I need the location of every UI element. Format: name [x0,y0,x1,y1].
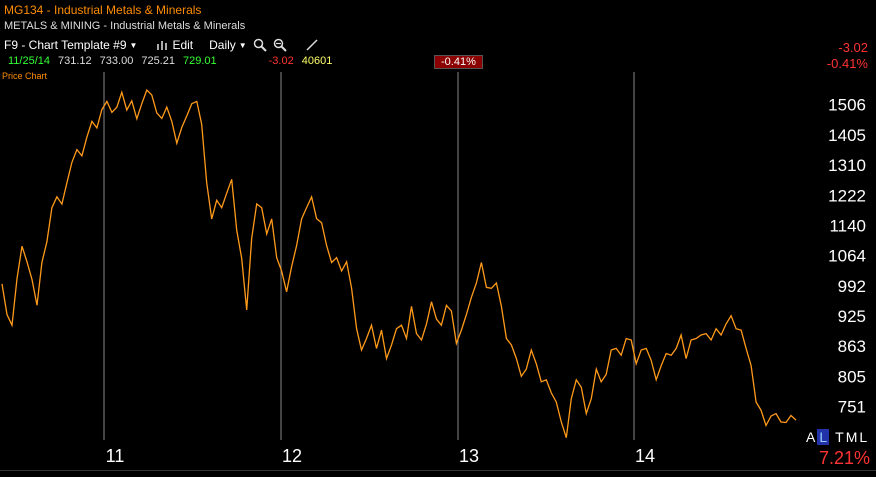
scale-option-t[interactable]: T [835,429,844,445]
x-axis: 11 12 13 14 [106,446,655,466]
scale-option-l2[interactable]: L [859,429,868,445]
y-tick-label: 863 [838,337,866,356]
y-tick-label: 805 [838,367,866,386]
period-label: Daily [209,38,236,52]
quote-volume: 40601 [301,55,333,67]
right-change-value: -3.02 [838,40,868,55]
chart-title: MG134 - Industrial Metals & Minerals [4,3,202,17]
y-tick-label: 992 [838,277,866,296]
x-tick-label: 12 [282,446,302,466]
chevron-down-icon: ▼ [129,40,138,50]
y-tick-label: 1222 [828,186,866,205]
y-tick-label: 1064 [828,246,866,265]
right-percent-value: -0.41% [826,56,868,71]
scale-option-m[interactable]: M [845,429,858,445]
edit-label: Edit [172,38,194,52]
quote-change: -3.02 [268,55,294,67]
y-axis: 1506 1405 1310 1222 1140 1064 992 925 863 805 751 [828,96,866,417]
y-tick-label: 751 [838,397,866,416]
chevron-down-icon: ▼ [238,40,247,50]
scale-option-a[interactable]: A [806,429,816,445]
period-percent-change: 7.21% [818,448,870,468]
period-dropdown[interactable]: Daily ▼ [209,38,247,52]
scale-option-l-selected[interactable]: L [817,429,830,445]
x-tick-label: 11 [106,446,125,466]
chart-subtitle: METALS & MINING - Industrial Metals & Mi… [4,20,246,32]
edit-button[interactable]: Edit [157,38,193,52]
percent-change-badge: -0.41% [434,55,483,69]
draw-line-icon[interactable] [305,38,319,52]
scale-selector[interactable]: A L T M L [806,429,867,445]
quote-open: 731.12 [58,55,92,67]
y-tick-label: 1140 [829,216,866,235]
chart-grid [103,72,635,440]
quote-date: 11/25/14 [8,55,51,67]
y-tick-label: 1310 [828,156,866,175]
quote-row: 11/25/14 731.12 733.00 725.21 729.01 -3.… [4,55,332,67]
zoom-out-icon[interactable] [273,38,287,52]
x-tick-label: 13 [459,446,479,466]
bottom-panel-divider [0,470,876,477]
chart-toolbar: F9 - Chart Template #9 ▼ Edit Daily ▼ [4,38,319,52]
quote-high: 733.00 [99,55,134,67]
price-series-line [1,88,797,438]
bar-chart-icon [157,41,168,50]
y-tick-label: 1506 [828,96,866,115]
y-tick-label: 1405 [828,126,866,145]
y-tick-label: 925 [838,307,866,326]
quote-low: 725.21 [141,55,175,67]
quote-close: 729.01 [182,55,217,67]
panel-label: Price Chart [2,71,48,81]
zoom-in-icon[interactable] [253,38,267,52]
x-tick-label: 14 [635,446,655,466]
template-label: F9 - Chart Template #9 [4,38,127,52]
template-dropdown[interactable]: F9 - Chart Template #9 ▼ [4,38,137,52]
